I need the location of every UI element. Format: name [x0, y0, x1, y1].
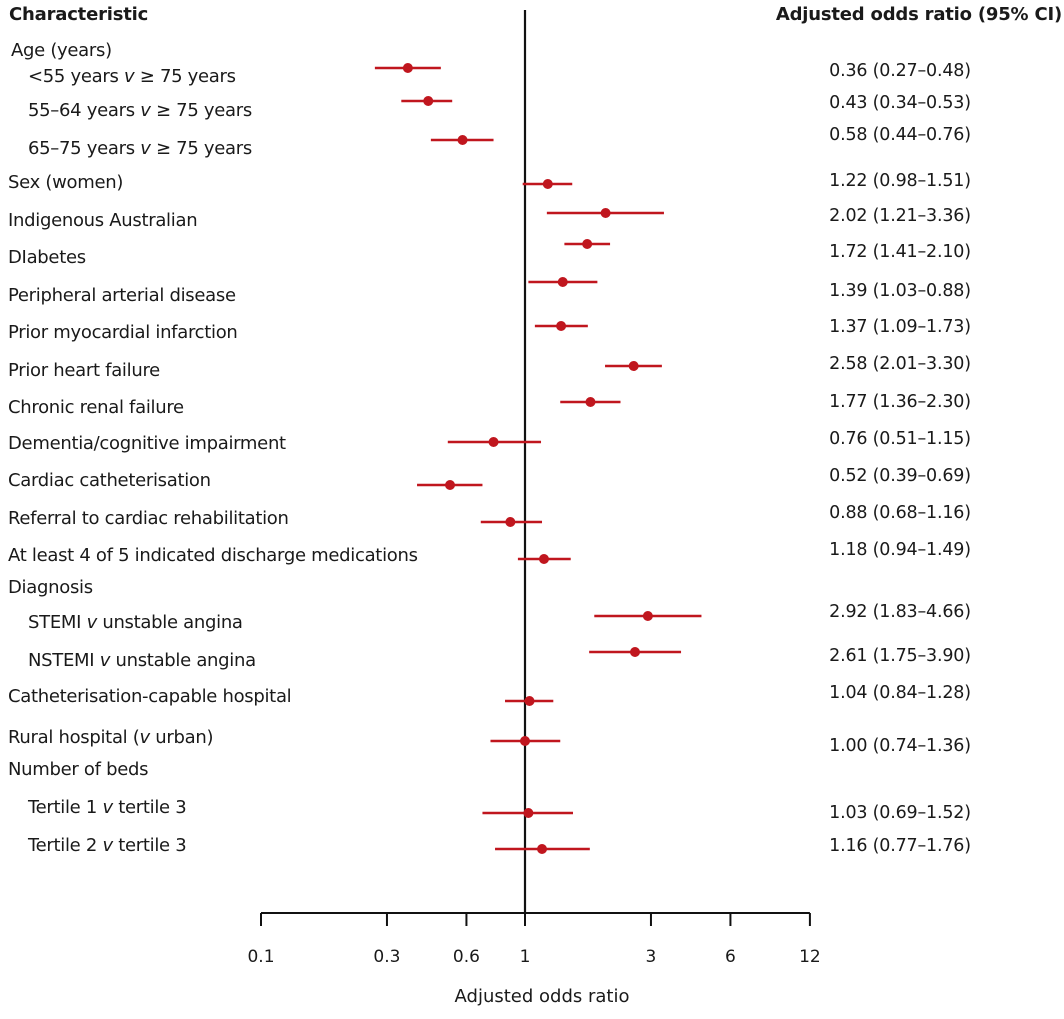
point-estimate — [520, 736, 530, 746]
odds-ratio-text: 2.58 (2.01–3.30) — [829, 354, 971, 374]
row-label: Cardiac catheterisation — [8, 470, 211, 491]
x-tick-label: 0.3 — [373, 947, 400, 967]
row-label: Dementia/cognitive impairment — [8, 433, 286, 454]
odds-ratio-text: 0.76 (0.51–1.15) — [829, 429, 971, 449]
point-estimate — [402, 63, 413, 73]
odds-ratio-text: 1.00 (0.74–1.36) — [829, 736, 971, 756]
row-label: Catheterisation-capable hospital — [8, 686, 292, 707]
row-label: At least 4 of 5 indicated discharge medi… — [8, 545, 418, 566]
x-tick-label: 0.6 — [453, 947, 480, 967]
row-label: 55–64 years v ≥ 75 years — [28, 100, 252, 121]
point-estimate — [582, 239, 593, 249]
point-estimate — [600, 208, 611, 218]
row-label: <55 years v ≥ 75 years — [28, 66, 236, 87]
point-estimate — [445, 480, 456, 490]
group-header-label: Diagnosis — [8, 577, 93, 598]
row-label: 65–75 years v ≥ 75 years — [28, 138, 252, 159]
odds-ratio-text: 0.43 (0.34–0.53) — [829, 93, 971, 113]
odds-ratio-text: 2.02 (1.21–3.36) — [829, 206, 971, 226]
odds-ratio-text: 1.18 (0.94–1.49) — [829, 540, 971, 560]
row-label: Prior myocardial infarction — [8, 322, 238, 343]
x-axis-label: Adjusted odds ratio — [454, 986, 630, 1007]
point-estimate — [642, 611, 653, 621]
point-estimate — [488, 437, 499, 447]
row-label: Sex (women) — [8, 172, 124, 193]
odds-ratio-text: 0.88 (0.68–1.16) — [829, 503, 971, 523]
odds-ratio-text: 0.52 (0.39–0.69) — [829, 466, 971, 486]
x-tick-label: 12 — [799, 947, 821, 967]
point-estimate — [423, 96, 434, 106]
odds-ratio-text: 1.39 (1.03–0.88) — [829, 281, 971, 301]
odds-ratio-text: 1.77 (1.36–2.30) — [829, 392, 971, 412]
point-estimate — [557, 277, 568, 287]
odds-ratio-text: 1.22 (0.98–1.51) — [829, 171, 971, 191]
group-header-label: Number of beds — [8, 759, 149, 780]
point-estimate — [505, 517, 516, 527]
x-tick-label: 3 — [646, 947, 657, 967]
odds-ratio-text: 0.36 (0.27–0.48) — [829, 61, 971, 81]
odds-ratio-text: 1.16 (0.77–1.76) — [829, 836, 971, 856]
row-label: Indigenous Australian — [8, 210, 198, 231]
point-estimate — [585, 397, 596, 407]
odds-ratio-text: 0.58 (0.44–0.76) — [829, 125, 971, 145]
row-label: Chronic renal failure — [8, 397, 184, 418]
row-label: Tertile 2 v tertile 3 — [28, 835, 187, 856]
point-estimate — [457, 135, 468, 145]
point-estimate — [537, 844, 548, 854]
row-label: DIabetes — [8, 247, 86, 268]
point-estimate — [538, 554, 549, 564]
point-estimate — [628, 361, 639, 371]
point-estimate — [542, 179, 553, 189]
plot-marks — [374, 63, 702, 854]
row-label: Rural hospital (v urban) — [8, 727, 214, 748]
row-label: NSTEMI v unstable angina — [28, 650, 256, 671]
x-tick-label: 0.1 — [247, 947, 274, 967]
row-label: Peripheral arterial disease — [8, 285, 236, 306]
point-estimate — [629, 647, 640, 657]
odds-ratio-text: 1.72 (1.41–2.10) — [829, 242, 971, 262]
characteristic-column-header: Characteristic — [9, 4, 149, 25]
row-label: STEMI v unstable angina — [28, 612, 243, 633]
odds-ratio-text: 1.37 (1.09–1.73) — [829, 317, 971, 337]
row-label: Prior heart failure — [8, 360, 160, 381]
odds-ratio-column-header: Adjusted odds ratio (95% CI) — [775, 4, 1062, 25]
row-label: Tertile 1 v tertile 3 — [28, 797, 187, 818]
point-estimate — [556, 321, 567, 331]
x-tick-label: 6 — [725, 947, 736, 967]
odds-ratio-text: 2.92 (1.83–4.66) — [829, 602, 971, 622]
odds-ratio-text: 1.04 (0.84–1.28) — [829, 683, 971, 703]
x-axis: 0.1 0.3 0.6 1 3 6 12 — [247, 10, 821, 967]
odds-ratio-text: 2.61 (1.75–3.90) — [829, 646, 971, 666]
odds-ratio-text: 1.03 (0.69–1.52) — [829, 803, 971, 823]
group-header-label: Age (years) — [11, 40, 112, 61]
x-tick-label: 1 — [520, 947, 531, 967]
row-label: Referral to cardiac rehabilitation — [8, 508, 289, 529]
point-estimate — [524, 696, 535, 706]
point-estimate — [523, 808, 534, 818]
